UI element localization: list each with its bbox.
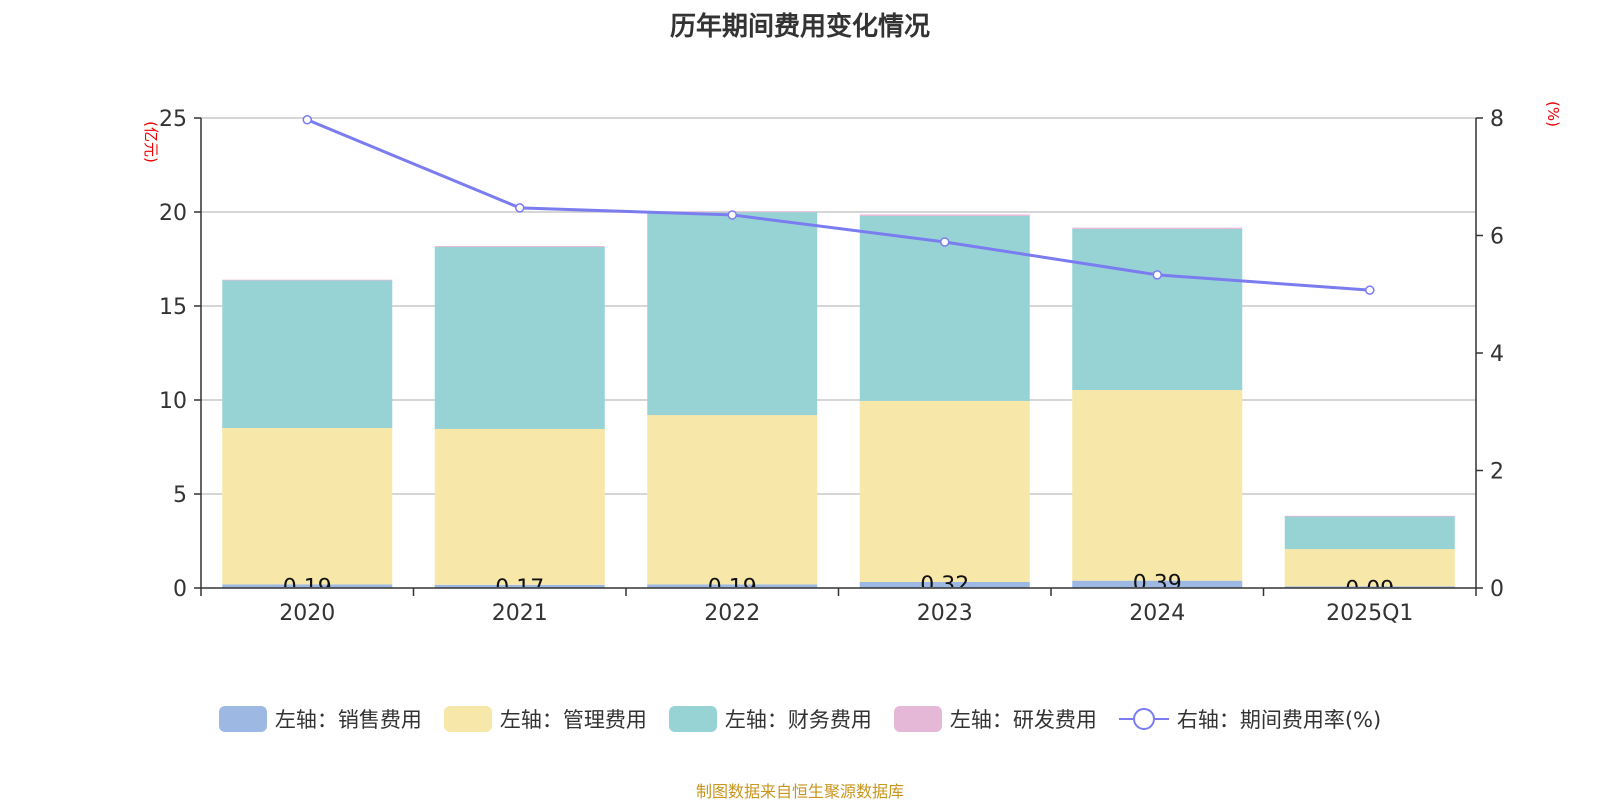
bar-segment: [434, 584, 605, 588]
bar-data-label: 0.39: [1133, 572, 1182, 597]
rate-point: [727, 210, 737, 220]
y-tick-label-right: 0: [1490, 577, 1504, 602]
bar-segment: [222, 584, 393, 588]
bar-segment: [434, 246, 605, 429]
x-tick-label: 2023: [917, 601, 973, 626]
bar-segment: [222, 280, 393, 429]
data-source: 制图数据来自恒生聚源数据库: [695, 782, 904, 800]
bar-segment: [647, 584, 818, 588]
legend-item[interactable]: 左轴：销售费用: [218, 704, 422, 734]
legend-label: 左轴：研发费用: [949, 708, 1097, 732]
bar-segment: [1072, 228, 1243, 391]
rate-point: [302, 115, 312, 125]
bar-data-label: 0.09: [1345, 577, 1394, 602]
legend: 左轴：销售费用 左轴：管理费用 左轴：财务费用 左轴：研发费用 右轴：期间费用率(%): [0, 704, 1600, 734]
bar-segment: [434, 246, 605, 247]
bar-segment: [859, 214, 1030, 216]
bar-segment: [647, 415, 818, 585]
x-tick-label: 2020: [279, 601, 335, 626]
bar-data-label: 0.19: [708, 575, 757, 600]
chart-title: 历年期间费用变化情况: [669, 12, 930, 42]
x-tick-label: 2022: [704, 601, 760, 626]
y-tick-label-left: 10: [159, 389, 187, 414]
legend-label: 右轴：期间费用率(%): [1176, 708, 1382, 732]
bar-data-label: 0.19: [283, 575, 332, 600]
bar-segment: [1284, 515, 1455, 517]
bar-segment: [1284, 549, 1455, 587]
chart-plot: 051015202502468(亿元)(%)0.1920200.1720210.…: [142, 101, 1562, 626]
y-tick-label-left: 15: [159, 295, 187, 320]
legend-swatch-icon: [893, 706, 942, 732]
bar-segment: [434, 428, 605, 585]
rate-point: [940, 237, 950, 247]
y-axis-title-left: (亿元): [142, 121, 160, 163]
legend-swatch-icon: [443, 706, 492, 732]
rate-point: [515, 203, 525, 213]
legend-line-marker-icon: [1118, 708, 1169, 730]
bar-segment: [222, 428, 393, 585]
rate-point: [1365, 285, 1375, 295]
bar-segment: [1072, 580, 1243, 588]
bar-segment: [859, 400, 1030, 582]
bar-segment: [1072, 390, 1243, 581]
y-tick-label-right: 2: [1490, 460, 1504, 485]
bar-segment: [1284, 586, 1455, 588]
bar-segment: [647, 212, 818, 416]
y-tick-label-right: 6: [1490, 225, 1504, 250]
legend-label: 左轴：财务费用: [724, 708, 872, 732]
x-tick-label: 2024: [1129, 601, 1185, 626]
legend-item[interactable]: 左轴：财务费用: [668, 704, 872, 734]
bar-segment: [859, 581, 1030, 588]
legend-swatch-icon: [218, 706, 267, 732]
legend-label: 左轴：管理费用: [499, 708, 647, 732]
legend-item[interactable]: 左轴：管理费用: [443, 704, 647, 734]
bar-data-label: 0.32: [920, 573, 969, 598]
legend-label: 左轴：销售费用: [274, 708, 422, 732]
x-tick-label: 2021: [492, 601, 548, 626]
x-tick-label: 2025Q1: [1326, 601, 1413, 626]
y-tick-label-right: 4: [1490, 342, 1504, 367]
y-tick-label-left: 5: [173, 483, 187, 508]
rate-line: [306, 118, 1370, 292]
bar-segment: [1284, 515, 1455, 550]
bar-data-label: 0.17: [495, 576, 544, 601]
y-axis-title-right: (%): [1544, 101, 1562, 127]
y-tick-label-left: 0: [173, 577, 187, 602]
rate-point: [1152, 270, 1162, 280]
legend-item[interactable]: 左轴：研发费用: [893, 704, 1097, 734]
bar-segment: [222, 279, 393, 281]
bar-segment: [859, 215, 1030, 401]
legend-item[interactable]: 右轴：期间费用率(%): [1118, 704, 1382, 734]
y-tick-label-right: 8: [1490, 107, 1504, 132]
y-tick-label-left: 20: [159, 201, 187, 226]
y-tick-label-left: 25: [159, 107, 187, 132]
legend-swatch-icon: [668, 706, 717, 732]
bar-segment: [1072, 227, 1243, 229]
